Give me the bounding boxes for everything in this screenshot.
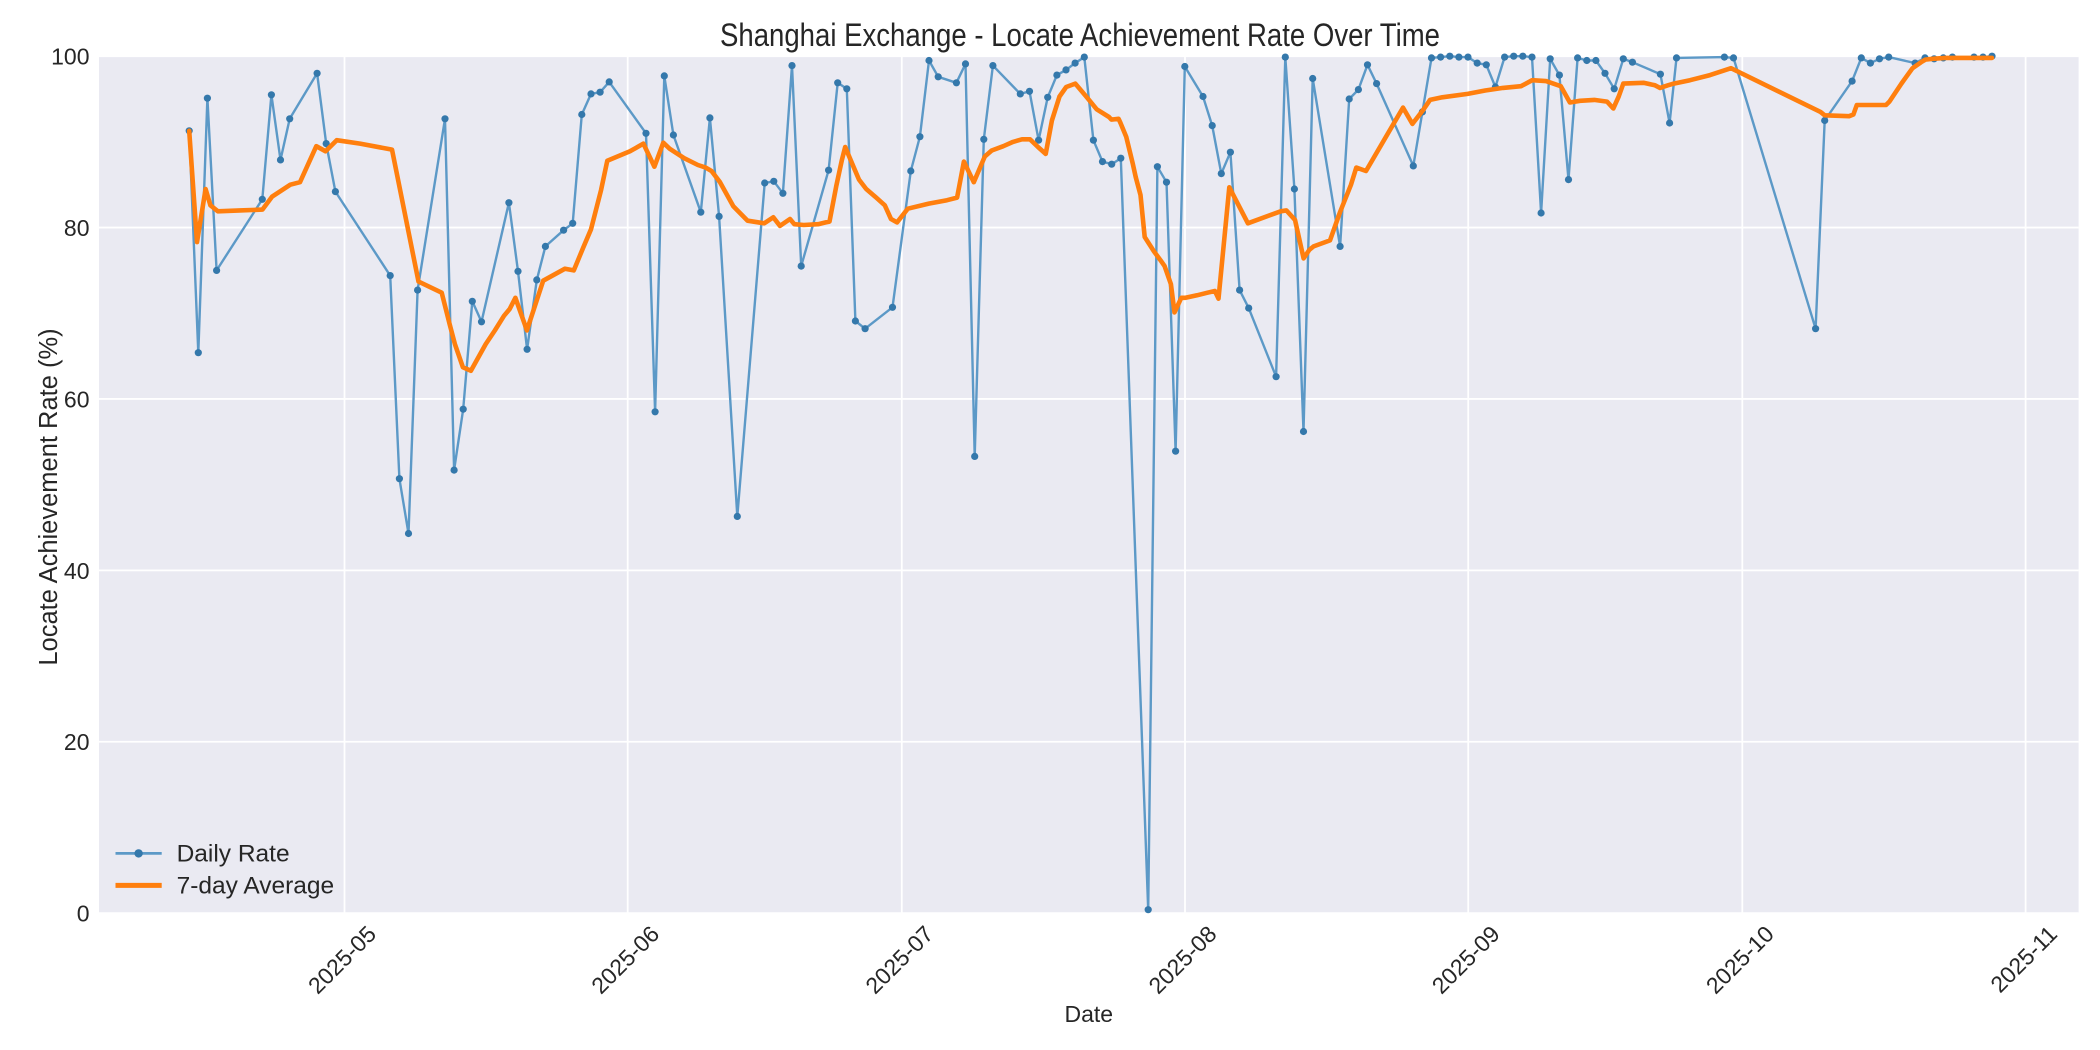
- svg-text:20: 20: [64, 729, 90, 755]
- svg-text:2025-06: 2025-06: [586, 921, 664, 999]
- svg-text:2025-09: 2025-09: [1427, 921, 1505, 999]
- svg-text:Locate Achievement Rate (%): Locate Achievement Rate (%): [35, 328, 63, 665]
- svg-text:2025-08: 2025-08: [1143, 921, 1221, 999]
- svg-text:2025-07: 2025-07: [860, 921, 938, 999]
- svg-text:60: 60: [64, 387, 90, 413]
- svg-text:100: 100: [51, 44, 89, 70]
- svg-text:2025-05: 2025-05: [303, 921, 381, 999]
- svg-text:Daily Rate: Daily Rate: [177, 841, 290, 868]
- svg-text:Date: Date: [1065, 1001, 1114, 1027]
- svg-text:Shanghai Exchange - Locate Ach: Shanghai Exchange - Locate Achievement R…: [720, 18, 1440, 53]
- svg-text:0: 0: [77, 901, 90, 927]
- svg-text:80: 80: [64, 215, 90, 241]
- svg-text:2025-10: 2025-10: [1701, 921, 1779, 999]
- svg-text:40: 40: [64, 558, 90, 584]
- svg-text:7-day Average: 7-day Average: [177, 873, 335, 900]
- svg-text:2025-11: 2025-11: [1985, 921, 2062, 998]
